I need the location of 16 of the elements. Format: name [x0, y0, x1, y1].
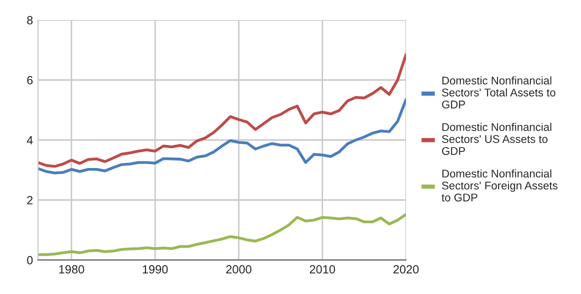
y-tick-label: 4 [26, 136, 33, 144]
y-tick-label: 2 [27, 196, 33, 204]
y-tick-label: 8 [27, 16, 33, 24]
legend-label: Domestic Nonfinancial Sectors' US Assets to GDP [442, 122, 552, 155]
x-tick-label: 1980 [59, 265, 84, 274]
y-tick-label: 6 [27, 76, 33, 84]
y-tick-label: 0 [27, 256, 33, 264]
x-tick-label: 2000 [226, 265, 252, 274]
legend-label: Domestic Nonfinancial Sectors' Foreign Assets to GDP [442, 169, 558, 202]
x-tick-label: 2010 [310, 265, 336, 274]
line-series [38, 213, 406, 256]
legend-label: Domestic Nonfinancial Sectors' Total Assets to GDP [442, 76, 556, 108]
line-series [38, 53, 406, 168]
x-tick-label: 1990 [142, 265, 168, 274]
x-tick-label: 2020 [393, 265, 419, 274]
line-series [38, 98, 406, 174]
